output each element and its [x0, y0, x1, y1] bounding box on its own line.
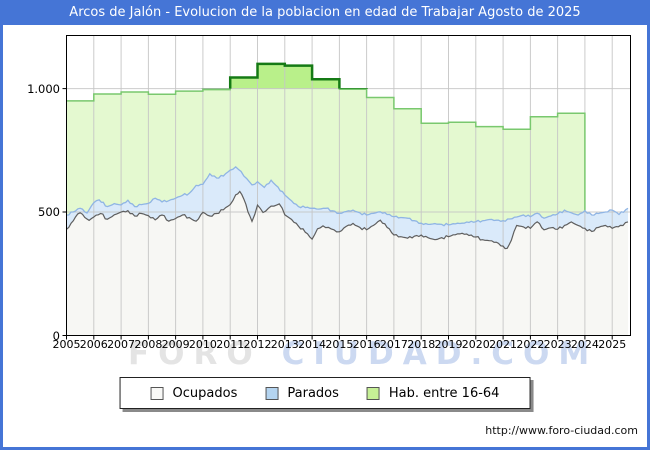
- legend-label: Ocupados: [172, 385, 238, 401]
- y-axis-tick-label: 0: [52, 328, 60, 343]
- x-axis-tick-label: 2017: [379, 338, 408, 351]
- x-axis-tick-label: 2012: [243, 338, 272, 351]
- x-axis-tick-label: 2006: [79, 338, 108, 351]
- legend-swatch-icon: [150, 386, 164, 400]
- x-axis-tick-label: 2022: [516, 338, 545, 351]
- legend-swatch-icon: [265, 386, 279, 400]
- x-axis-tick-label: 2007: [107, 338, 136, 351]
- x-axis-tick-label: 2025: [598, 338, 627, 351]
- x-axis-tick-label: 2024: [570, 338, 599, 351]
- legend-item-hab-entre-16-64: Hab. entre 16-64: [366, 385, 500, 401]
- footer-link[interactable]: http://www.foro-ciudad.com: [485, 424, 638, 437]
- foro-ciudad-watermark: FORO CIUDAD.COM: [128, 336, 598, 372]
- legend-label: Hab. entre 16-64: [388, 385, 500, 401]
- legend-item-parados: Parados: [265, 386, 339, 401]
- x-axis-tick-label: 2015: [325, 338, 354, 351]
- watermark-right: CIUDAD.COM: [281, 336, 599, 372]
- y-axis-tick-label: 500: [38, 205, 60, 220]
- x-axis-tick-label: 2005: [52, 338, 81, 351]
- legend-label: Parados: [287, 385, 339, 401]
- watermark-left: FORO: [128, 336, 262, 372]
- x-axis-tick-label: 2023: [543, 338, 572, 351]
- x-axis-tick-label: 2016: [352, 338, 381, 351]
- legend-swatch-icon: [366, 386, 380, 400]
- page-title: Arcos de Jalón - Evolucion de la poblaci…: [69, 5, 581, 20]
- y-axis-tick-label: 1.000: [27, 81, 60, 96]
- x-axis-tick-label: 2021: [489, 338, 518, 351]
- chart-legend: Ocupados Parados Hab. entre 16-64: [119, 377, 531, 409]
- x-axis-tick-label: 2011: [216, 338, 245, 351]
- x-axis-tick-label: 2009: [161, 338, 190, 351]
- title-bar: Arcos de Jalón - Evolucion de la poblaci…: [0, 0, 650, 25]
- x-axis-tick-label: 2014: [298, 338, 327, 351]
- x-axis-tick-label: 2018: [407, 338, 436, 351]
- x-axis-tick-label: 2010: [188, 338, 217, 351]
- x-axis-tick-label: 2013: [270, 338, 299, 351]
- x-axis-tick-label: 2008: [134, 338, 163, 351]
- x-axis-tick-label: 2019: [434, 338, 463, 351]
- x-axis-tick-label: 2020: [461, 338, 490, 351]
- legend-item-ocupados: Ocupados: [150, 385, 238, 401]
